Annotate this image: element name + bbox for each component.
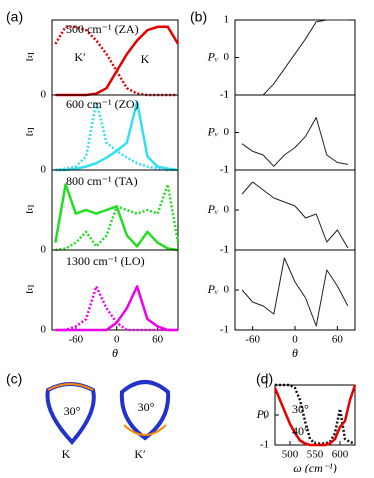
angle-label: 30° <box>138 400 155 414</box>
x-axis-label: θ <box>292 346 298 360</box>
y-tick-label: 0 <box>264 409 270 421</box>
x-axis-label: θ <box>112 346 118 360</box>
plot-frame <box>234 19 356 96</box>
panel-label: (b) <box>190 9 207 25</box>
y-tick-label: 0 <box>41 244 47 256</box>
x-tick-label: 0 <box>292 334 298 346</box>
valley-shape <box>119 380 171 441</box>
y-axis-label: Pᵥ <box>207 282 219 296</box>
annotation: 800 cm⁻¹ (TA) <box>66 174 138 188</box>
y-tick-label: 0 <box>41 89 47 101</box>
angle-label: 30° <box>64 404 81 418</box>
y-tick-label: 0 <box>224 284 230 296</box>
y-tick-label: -1 <box>260 439 269 451</box>
annotation: K′ <box>74 50 86 64</box>
y-axis-label: Pᵥ <box>207 202 219 216</box>
annotation: 600 cm⁻¹ (ZO) <box>66 97 139 111</box>
valley-shape-edge <box>47 383 94 391</box>
y-axis-label: Ξ <box>26 282 34 296</box>
y-tick-label: -1 <box>220 244 229 256</box>
y-axis-label: Ξ <box>26 49 34 63</box>
data-line <box>262 19 348 96</box>
y-tick-label: 1 <box>224 244 230 256</box>
y-tick-label: 0 <box>224 204 230 216</box>
data-line <box>55 100 178 172</box>
x-tick-label: -60 <box>245 334 260 346</box>
y-tick-label: -1 <box>220 324 229 336</box>
valley-label: K <box>62 447 71 461</box>
valley-shape-edge <box>123 424 167 436</box>
annotation: 1300 cm⁻¹ (LO) <box>66 254 145 268</box>
panel-label: (a) <box>6 9 23 25</box>
y-tick-label: -1 <box>220 89 229 101</box>
panel-label: (c) <box>6 371 22 387</box>
y-tick-label: 1 <box>264 379 270 391</box>
y-tick-label: 0 <box>224 51 230 63</box>
annotation: 30° <box>292 402 309 416</box>
y-tick-label: 0 <box>224 126 230 138</box>
x-tick-label: 500 <box>282 449 299 461</box>
y-tick-label: 1 <box>224 14 230 26</box>
data-line <box>241 257 349 327</box>
y-axis-label: Pᵥ <box>207 49 219 63</box>
data-line <box>55 183 180 252</box>
y-tick-label: 0 <box>41 164 47 176</box>
x-axis-label: ω (cm⁻¹) <box>293 461 336 473</box>
data-line <box>241 117 348 167</box>
y-tick-label: -1 <box>220 164 229 176</box>
annotation: K <box>141 52 150 66</box>
y-axis-label: Pᵥ <box>207 124 219 138</box>
x-tick-label: 60 <box>152 334 164 346</box>
data-line <box>241 181 349 249</box>
data-line <box>273 384 357 447</box>
diagram-c: (c) 30° 30° K K′ <box>6 371 171 461</box>
data-line <box>54 183 179 252</box>
y-tick-label: 1 <box>224 164 230 176</box>
annotation: 500 cm⁻¹ (ZA) <box>66 22 139 36</box>
x-tick-label: 600 <box>332 449 349 461</box>
panel-label: (d) <box>256 371 273 387</box>
plot-frame <box>234 94 356 171</box>
x-tick-label: -60 <box>69 334 84 346</box>
y-tick-label: 1 <box>224 89 230 101</box>
data-line <box>55 285 178 332</box>
x-tick-label: 550 <box>307 449 324 461</box>
data-line <box>55 285 178 332</box>
data-line <box>55 100 179 172</box>
y-axis-label: Ξ <box>26 202 34 216</box>
y-axis-label: Pᵥ <box>256 407 268 421</box>
plot-frame <box>234 249 356 331</box>
x-tick-label: 0 <box>114 334 120 346</box>
y-axis-label: Ξ <box>26 124 34 138</box>
y-tick-label: 0 <box>41 324 47 336</box>
plot-frame <box>51 249 179 331</box>
valley-label: K′ <box>134 447 146 461</box>
x-tick-label: 60 <box>332 334 344 346</box>
data-line <box>275 383 356 445</box>
annotation: 40° <box>292 424 309 438</box>
